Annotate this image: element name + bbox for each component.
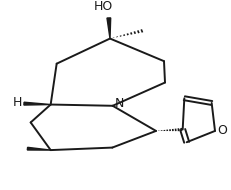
Text: O: O xyxy=(216,124,226,137)
Text: N: N xyxy=(114,97,123,111)
Polygon shape xyxy=(27,147,50,150)
Polygon shape xyxy=(24,102,50,105)
Text: HO: HO xyxy=(93,0,112,13)
Text: H: H xyxy=(12,96,22,109)
Polygon shape xyxy=(106,18,110,39)
